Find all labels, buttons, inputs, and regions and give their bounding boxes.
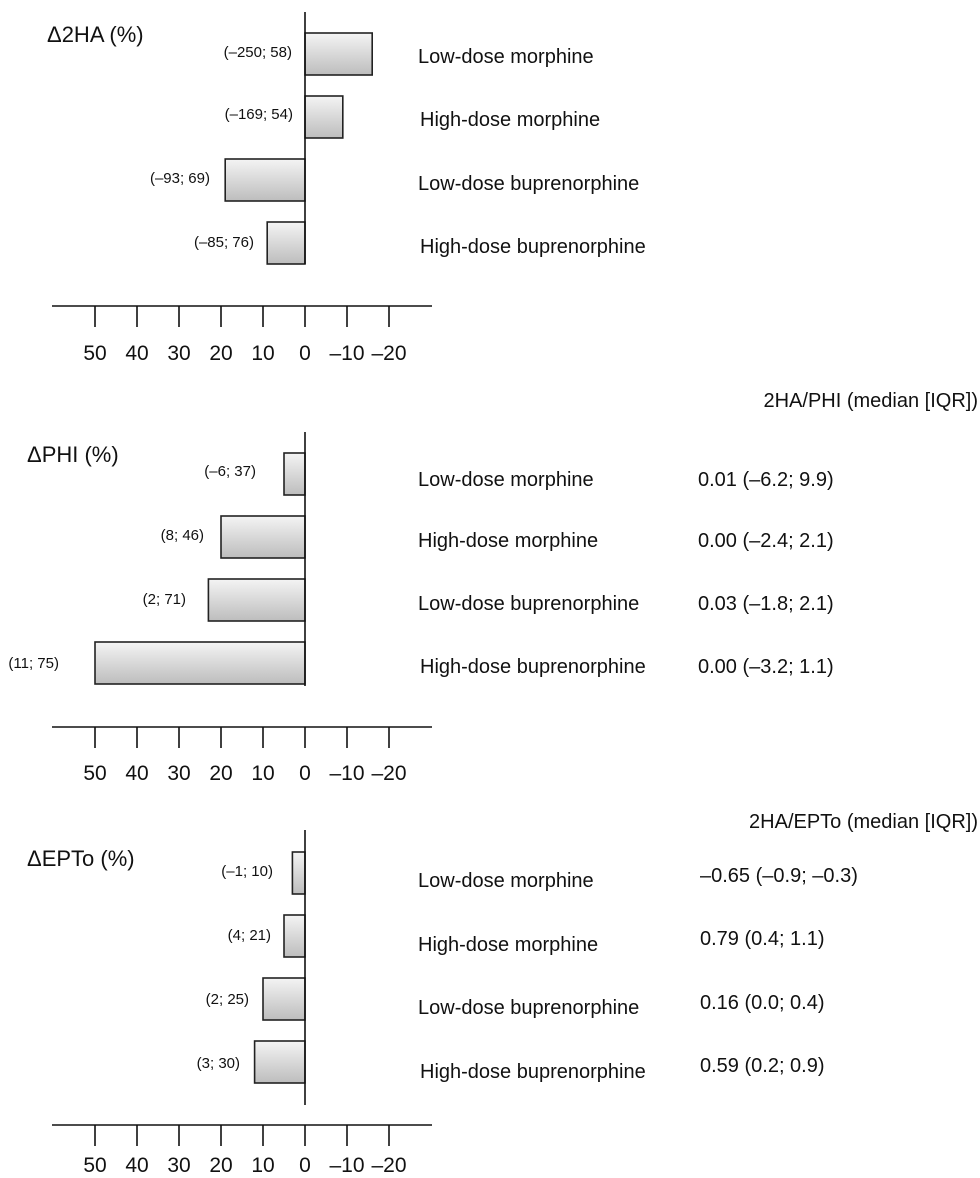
bar-label: (–1; 10) [221,863,273,880]
bar [220,515,306,559]
bars [253,851,306,1084]
bar-labels: (–250; 58) (–169; 54) (–93; 69) (–85; 76… [150,44,293,251]
category-labels: Low-dose morphine High-dose morphine Low… [418,46,646,258]
bar-label: (–93; 69) [150,170,210,187]
category-label: High-dose morphine [418,934,598,956]
category-label: Low-dose morphine [418,46,594,68]
ratio-header: 2HA/EPTo (median [IQR]) [749,811,978,833]
ratio-value: –0.65 (–0.9; –0.3) [700,865,858,887]
bar-label: (8; 46) [161,527,204,544]
bar [291,851,306,895]
category-label: High-dose buprenorphine [420,236,646,258]
category-label: Low-dose buprenorphine [418,593,639,615]
category-label: Low-dose buprenorphine [418,997,639,1019]
bar [253,1040,306,1084]
bar [304,95,344,139]
bar-label: (–85; 76) [194,234,254,251]
x-tick-label: 0 [299,1154,311,1177]
x-tick-label: 20 [209,1154,232,1177]
x-tick-label: 40 [125,1154,148,1177]
bars [94,452,306,685]
x-tick-label: –20 [371,762,406,785]
bar [304,32,373,76]
category-labels: Low-dose morphine High-dose morphine Low… [418,870,646,1083]
x-tick-label: 0 [299,342,311,365]
ratio-value: 0.79 (0.4; 1.1) [700,928,825,950]
category-label: High-dose morphine [418,530,598,552]
ratio-value: 0.16 (0.0; 0.4) [700,992,825,1014]
bar-label: (11; 75) [8,655,59,672]
bar [207,578,306,622]
x-ticks [94,306,390,327]
x-tick-label: 10 [251,1154,274,1177]
x-tick-label: 50 [83,342,106,365]
ratio-value: 0.01 (–6.2; 9.9) [698,469,834,491]
bar-label: (2; 71) [143,591,186,608]
x-tick-label: 10 [251,342,274,365]
ratio-value: 0.03 (–1.8; 2.1) [698,593,834,615]
x-tick-labels: 50 40 30 20 10 0 –10 –20 [83,1154,406,1177]
ratio-value: 0.59 (0.2; 0.9) [700,1055,825,1077]
x-tick-labels: 50 40 30 20 10 0 –10 –20 [83,762,406,785]
chart-title: ΔEPTo (%) [27,846,135,871]
bar [262,977,306,1021]
x-tick-label: –20 [371,1154,406,1177]
bar-label: (2; 25) [206,991,249,1008]
x-tick-label: –10 [329,1154,364,1177]
bar-label: (4; 21) [228,927,271,944]
x-tick-label: 50 [83,762,106,785]
category-label: High-dose buprenorphine [420,1061,646,1083]
x-tick-label: 30 [167,762,190,785]
x-tick-label: 30 [167,342,190,365]
x-ticks [94,1125,390,1146]
ratio-values: 0.01 (–6.2; 9.9) 0.00 (–2.4; 2.1) 0.03 (… [698,469,834,678]
bar-label: (3; 30) [197,1055,240,1072]
bar [266,221,306,265]
x-ticks [94,727,390,748]
panel-2ha: Δ2HA (%) (–250; 58) (–169; 54) (–93; 69)… [47,12,646,365]
category-label: Low-dose buprenorphine [418,173,639,195]
x-tick-label: 40 [125,342,148,365]
x-tick-label: 40 [125,762,148,785]
bar-label: (–6; 37) [204,463,256,480]
x-tick-label: 50 [83,1154,106,1177]
x-tick-label: 30 [167,1154,190,1177]
chart-title: Δ2HA (%) [47,22,144,47]
bar [283,914,306,958]
bars [224,32,373,265]
x-tick-label: –10 [329,342,364,365]
x-tick-labels: 50 40 30 20 10 0 –10 –20 [83,342,406,365]
x-tick-label: 20 [209,342,232,365]
bar [94,641,306,685]
category-labels: Low-dose morphine High-dose morphine Low… [418,469,646,678]
bar-label: (–169; 54) [225,106,293,123]
ratio-value: 0.00 (–3.2; 1.1) [698,656,834,678]
panel-phi: 2HA/PHI (median [IQR]) ΔPHI (%) (–6; 37)… [8,390,978,785]
bar-labels: (–6; 37) (8; 46) (2; 71) (11; 75) [8,463,256,672]
category-label: High-dose morphine [420,109,600,131]
category-label: High-dose buprenorphine [420,656,646,678]
ratio-values: –0.65 (–0.9; –0.3) 0.79 (0.4; 1.1) 0.16 … [700,865,858,1077]
bar [224,158,306,202]
chart-title: ΔPHI (%) [27,442,119,467]
bar-label: (–250; 58) [224,44,292,61]
x-tick-label: 10 [251,762,274,785]
x-tick-label: 0 [299,762,311,785]
panel-epto: 2HA/EPTo (median [IQR]) ΔEPTo (%) (–1; 1… [27,811,978,1177]
bar [283,452,306,496]
x-tick-label: 20 [209,762,232,785]
x-tick-label: –10 [329,762,364,785]
bar-labels: (–1; 10) (4; 21) (2; 25) (3; 30) [197,863,273,1072]
ratio-value: 0.00 (–2.4; 2.1) [698,530,834,552]
category-label: Low-dose morphine [418,870,594,892]
category-label: Low-dose morphine [418,469,594,491]
ratio-header: 2HA/PHI (median [IQR]) [763,390,978,412]
x-tick-label: –20 [371,342,406,365]
